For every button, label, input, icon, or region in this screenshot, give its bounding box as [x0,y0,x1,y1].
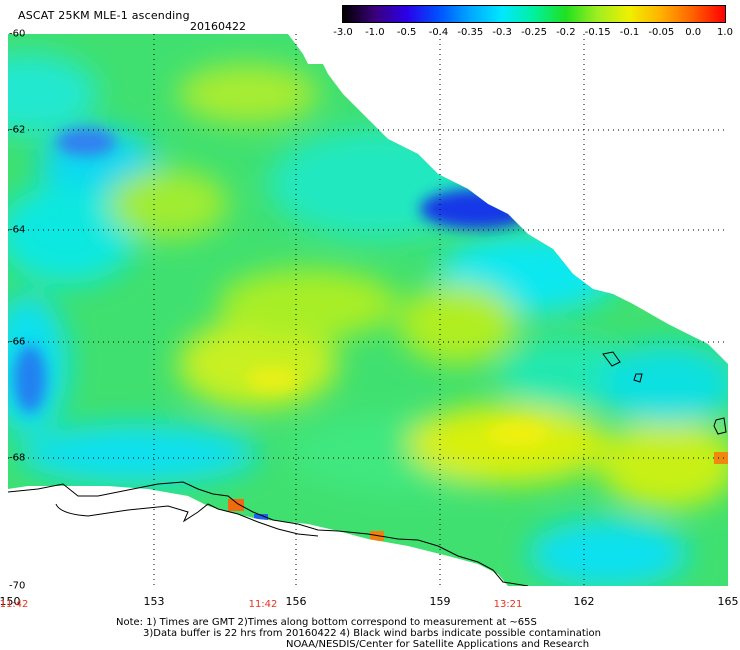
graticule [8,34,728,586]
latitude-label: -64 [9,224,26,236]
longitude-label: 153 [143,595,165,608]
colorbar [342,5,726,23]
colorbar-tick-label: -1.0 [365,27,385,38]
latitude-label: -66 [9,336,26,348]
colorbar-tick-label: -0.3 [492,27,512,38]
time-label: 13:21 [493,599,523,610]
colorbar-tick-label: -3.0 [333,27,353,38]
time-label: 11:42 [0,599,29,610]
coastline [8,351,727,586]
latitude-label: -60 [9,28,26,40]
product-title: ASCAT 25KM MLE-1 ascending [18,9,190,22]
latitude-label: -70 [9,580,26,592]
data-field [8,34,728,586]
latitude-label: -68 [9,452,26,464]
colorbar-tick-label: -0.25 [521,27,547,38]
wind-field [8,34,728,586]
latitude-label: -62 [9,124,26,136]
colorbar-tick-label: 1.0 [717,27,733,38]
colorbar-gradient [343,6,725,22]
colorbar-fill [343,6,725,22]
colorbar-tick-label: -0.5 [396,27,417,38]
note-line-2: 3)Data buffer is 22 hrs from 20160422 4)… [143,628,601,639]
colorbar-tick-label: -0.35 [457,27,484,38]
map-plot [8,34,728,586]
colorbar-tick-label: -0.1 [619,27,640,38]
note-line-3: NOAA/NESDIS/Center for Satellite Applica… [286,639,590,650]
longitude-label: 159 [429,595,451,608]
product-date: 20160422 [190,20,246,33]
note-line-1: Note: 1) Times are GMT 2)Times along bot… [116,617,537,628]
colorbar-tick-label: 0.0 [685,27,702,38]
longitude-label: 156 [285,595,307,608]
colorbar-tick-label: -0.05 [648,27,675,38]
longitude-label: 150 [0,595,21,608]
colorbar-tick-label: -0.4 [428,27,449,38]
time-label: 11:42 [248,599,278,610]
longitude-label: 162 [573,595,595,608]
colorbar-tick-label: -0.2 [556,27,576,38]
longitude-label: 165 [717,595,739,608]
colorbar-tick-label: -0.15 [584,27,611,38]
